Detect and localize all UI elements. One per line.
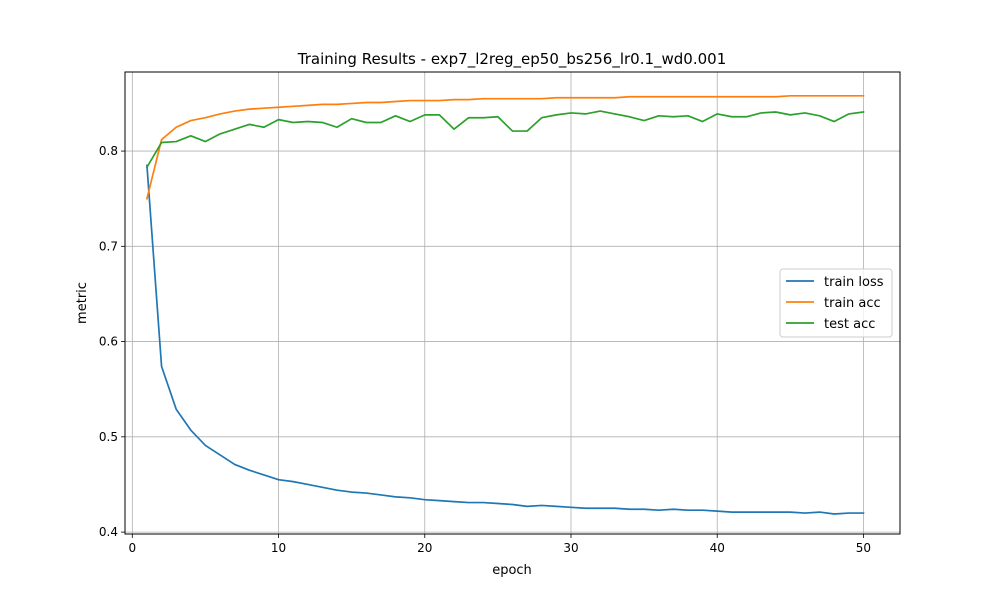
- legend-label-test-acc: test acc: [824, 317, 875, 332]
- y-tick-label: 0.7: [99, 239, 118, 253]
- plot-area-frame: [124, 71, 901, 535]
- series-line-train-acc: [145, 94, 865, 200]
- chart-title: Training Results - exp7_l2reg_ep50_bs256…: [297, 50, 727, 69]
- y-tick-label: 0.8: [99, 144, 118, 158]
- series-line-train-loss: [146, 164, 865, 515]
- x-tick-label: 0: [128, 541, 136, 555]
- series-lines: [145, 94, 865, 515]
- legend-label-train-loss: train loss: [824, 275, 884, 290]
- x-axis-label: epoch: [492, 563, 532, 578]
- y-tick-label: 0.6: [99, 335, 118, 349]
- y-tick-label: 0.5: [99, 430, 118, 444]
- y-tick-label: 0.4: [99, 525, 118, 539]
- x-tick-label: 10: [271, 541, 286, 555]
- legend-label-train-acc: train acc: [824, 296, 881, 311]
- x-tick-label: 50: [856, 541, 871, 555]
- y-axis-label: metric: [75, 282, 90, 324]
- axis-ticks: 0 10 20 30 40 50 0.4 0.5 0.6 0.7 0.8: [99, 144, 871, 555]
- legend-box: [779, 268, 893, 338]
- legend: train loss train acc test acc: [779, 268, 893, 338]
- grid: [125, 72, 900, 534]
- x-tick-label: 20: [417, 541, 432, 555]
- x-tick-label: 30: [563, 541, 578, 555]
- series-line-test-acc: [145, 110, 865, 169]
- x-tick-label: 40: [710, 541, 725, 555]
